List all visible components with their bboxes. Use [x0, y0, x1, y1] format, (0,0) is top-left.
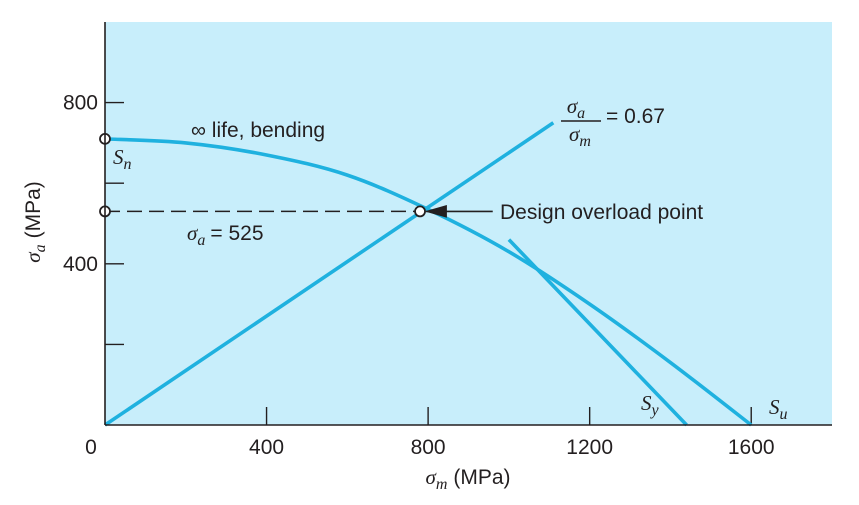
su-subscript: u	[780, 406, 788, 423]
y-tick-label-400: 400	[63, 253, 98, 276]
y-axis-unit: (MPa)	[22, 181, 45, 238]
y-axis-label: σa (MPa)	[21, 181, 49, 263]
design-overload-point	[414, 205, 426, 218]
x-axis-subscript: m	[436, 476, 448, 493]
sy-subscript: y	[650, 402, 660, 419]
x-axis-symbol: σ	[425, 465, 437, 489]
y-axis-subscript: a	[32, 244, 49, 252]
su-label: Su	[769, 395, 788, 423]
y-tick-label-800: 800	[63, 92, 98, 115]
sigma-a-subscript: a	[197, 232, 205, 249]
svg-text:σa: σa	[567, 94, 585, 122]
sigma-a-symbol: σ	[187, 221, 199, 245]
plot-background	[105, 22, 832, 425]
sy-label: Sy	[641, 391, 660, 419]
curve-label: ∞ life, bending	[191, 119, 325, 142]
su-symbol: S	[769, 395, 780, 419]
ratio-label: σa σm = 0.67	[561, 94, 665, 150]
x-tick-label-1200: 1200	[566, 436, 613, 459]
design-overload-label: Design overload point	[500, 201, 703, 224]
sn-label: Sn	[113, 145, 132, 173]
sn-symbol: S	[113, 145, 124, 169]
ratio-value: = 0.67	[606, 105, 665, 128]
sy-line	[507, 238, 688, 427]
sigma-a-value: = 525	[210, 222, 263, 245]
sy-symbol: S	[641, 391, 652, 415]
sigma-ratio-line	[103, 121, 555, 427]
x-axis-unit: (MPa)	[453, 466, 510, 489]
ratio-numerator-subscript: a	[577, 105, 585, 122]
ratio-numerator-symbol: σ	[567, 94, 579, 118]
sigma-a-label: σa = 525	[187, 221, 264, 249]
sn-subscript: n	[124, 156, 132, 173]
x-tick-label-800: 800	[411, 436, 446, 459]
x-axis-label: σm (MPa)	[425, 465, 510, 493]
x-tick-label-400: 400	[249, 436, 284, 459]
ratio-denominator-symbol: σ	[569, 122, 581, 146]
svg-text:σm: σm	[569, 122, 591, 150]
minor-ticks	[105, 101, 752, 425]
x-tick-label-1600: 1600	[728, 436, 775, 459]
y-axis-symbol: σ	[21, 251, 45, 263]
ratio-denominator-subscript: m	[579, 133, 591, 150]
x-tick-label-0: 0	[85, 436, 97, 459]
